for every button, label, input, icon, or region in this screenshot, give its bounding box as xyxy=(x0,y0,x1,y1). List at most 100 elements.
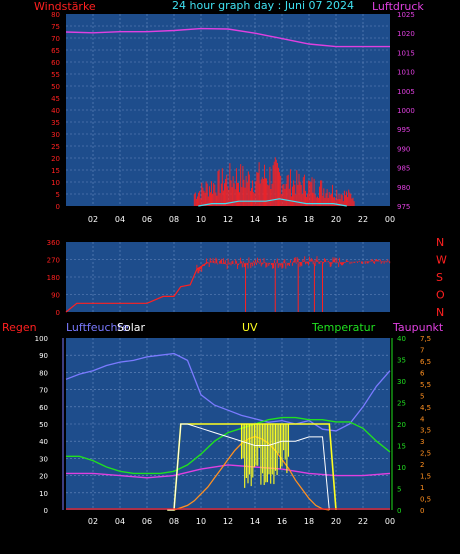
y-right-ticks-3: 0 5 10 15 20 25 30 35 40 xyxy=(397,335,406,515)
x-tick-label: 14 xyxy=(250,517,260,526)
y-right-tick-label: 975 xyxy=(397,203,410,211)
y-left-tick-label: 180 xyxy=(47,274,60,282)
y-left-tick-label: 70 xyxy=(51,35,60,43)
x-tick-label: 14 xyxy=(250,215,260,224)
y-left-tick-label: 270 xyxy=(47,257,60,265)
x-ticks-1: 02 04 06 08 10 12 14 16 18 20 22 00 xyxy=(88,215,395,224)
y-right-tick-label: 985 xyxy=(397,165,410,173)
y-uv-tick-label: 5,5 xyxy=(420,381,431,389)
x-tick-label: 06 xyxy=(142,517,152,526)
y-uv-tick-label: 4 xyxy=(420,415,425,423)
y-left-tick-label: 55 xyxy=(51,71,60,79)
direction-letter: S xyxy=(436,271,443,284)
y-left-ticks-1: 0 5 10 15 20 25 30 35 40 45 50 55 60 65 70 75 80 xyxy=(51,11,60,211)
y-right-tick-label: 1000 xyxy=(397,107,415,115)
y-right-tick-label: 5 xyxy=(397,486,401,494)
x-tick-label: 02 xyxy=(88,517,98,526)
y-left-tick-label: 75 xyxy=(51,23,60,31)
direction-letter: N xyxy=(436,236,444,249)
y-right-tick-label: 20 xyxy=(397,421,406,429)
x-tick-label: 22 xyxy=(358,517,368,526)
x-tick-label: 10 xyxy=(196,517,206,526)
y-right-tick-label: 1010 xyxy=(397,69,415,77)
x-tick-label: 22 xyxy=(358,215,368,224)
gust-line xyxy=(198,198,347,207)
y-left-tick-label: 40 xyxy=(51,107,60,115)
y-right-tick-label: 995 xyxy=(397,126,410,134)
y-left-tick-label: 0 xyxy=(44,507,48,515)
y-left-tick-label: 45 xyxy=(51,95,60,103)
y-uv-tick-label: 7,5 xyxy=(420,335,431,343)
y-right-tick-label: 30 xyxy=(397,378,406,386)
x-tick-label: 08 xyxy=(169,517,179,526)
x-tick-label: 20 xyxy=(331,517,341,526)
x-tick-label: 18 xyxy=(304,517,314,526)
series-3 xyxy=(65,352,391,511)
x-tick-label: 06 xyxy=(142,215,152,224)
temperature-line xyxy=(66,416,391,475)
y-left-tick-label: 90 xyxy=(39,352,48,360)
y-left-tick-label: 30 xyxy=(51,131,60,139)
y-right-tick-label: 1015 xyxy=(397,49,415,57)
direction-letter: N xyxy=(436,306,444,319)
y-uv-tick-label: 3 xyxy=(420,438,424,446)
chart-title: 24 hour graph day : Juni 07 2024 xyxy=(172,0,354,12)
y-left-tick-label: 60 xyxy=(51,59,60,67)
y-left-ticks-3: 0 10 20 30 40 50 60 70 80 90 100 xyxy=(35,335,48,515)
left-axis-label-1: Windstärke xyxy=(34,0,96,13)
y-left-tick-label: 80 xyxy=(51,11,60,19)
x-tick-label: 20 xyxy=(331,215,341,224)
x-tick-label: 00 xyxy=(385,517,395,526)
x-ticks-3: 02 04 06 08 10 12 14 16 18 20 22 00 xyxy=(88,517,395,526)
series-1 xyxy=(65,27,390,207)
y-right-tick-label: 15 xyxy=(397,443,406,451)
y-right-tick-label: 25 xyxy=(397,400,406,408)
sensor-panel: Regen Luftfeuchte Solar UV Temperatur Ta… xyxy=(2,321,444,526)
y-left-ticks-2: 0 90 180 270 360 xyxy=(47,239,60,317)
y-right-tick-label: 0 xyxy=(397,507,401,515)
y-uv-tick-label: 0,5 xyxy=(420,496,431,504)
y-left-tick-label: 70 xyxy=(39,387,48,395)
y-right-tick-label: 1005 xyxy=(397,88,415,96)
humidity-line xyxy=(65,352,391,432)
y-uv-tick-label: 6,5 xyxy=(420,358,431,366)
solar-white-line xyxy=(167,423,330,511)
pressure-line xyxy=(65,27,390,48)
y-left-tick-label: 20 xyxy=(39,473,48,481)
x-tick-label: 16 xyxy=(277,215,287,224)
right-axis-label-1: Luftdruck xyxy=(372,0,424,13)
y-left-tick-label: 65 xyxy=(51,47,60,55)
y-uv-tick-label: 3,5 xyxy=(420,427,431,435)
x-tick-label: 12 xyxy=(223,517,233,526)
y-left-tick-label: 25 xyxy=(51,143,60,151)
direction-letter: O xyxy=(436,289,445,302)
wind-pressure-panel: Windstärke 24 hour graph day : Juni 07 2… xyxy=(34,0,424,224)
y-uv-ticks-3: 0 0,5 1 1,5 2 2,5 3 3,5 4 4,5 5 5,5 6 6,5 7 7,5 xyxy=(420,335,431,515)
y-left-tick-label: 10 xyxy=(39,490,48,498)
x-tick-label: 18 xyxy=(304,215,314,224)
y-uv-tick-label: 5 xyxy=(420,392,424,400)
x-tick-label: 04 xyxy=(115,517,125,526)
label-solar: Solar xyxy=(117,321,146,334)
y-left-tick-label: 5 xyxy=(56,191,60,199)
y-left-tick-label: 90 xyxy=(51,292,60,300)
x-tick-label: 16 xyxy=(277,517,287,526)
y-uv-tick-label: 2,5 xyxy=(420,450,431,458)
x-tick-label: 04 xyxy=(115,215,125,224)
y-uv-tick-label: 1,5 xyxy=(420,473,431,481)
y-left-tick-label: 0 xyxy=(56,203,60,211)
y-left-tick-label: 40 xyxy=(39,438,48,446)
dewpoint-line xyxy=(66,464,391,479)
x-tick-label: 12 xyxy=(223,215,233,224)
y-right-tick-label: 1025 xyxy=(397,11,415,19)
label-taupunkt: Taupunkt xyxy=(392,321,444,334)
y-left-tick-label: 10 xyxy=(51,179,60,187)
y-uv-tick-label: 4,5 xyxy=(420,404,431,412)
y-left-tick-label: 60 xyxy=(39,404,48,412)
y-uv-tick-label: 6 xyxy=(420,369,425,377)
y-left-tick-label: 0 xyxy=(56,309,60,317)
direction-letter: W xyxy=(436,254,447,267)
